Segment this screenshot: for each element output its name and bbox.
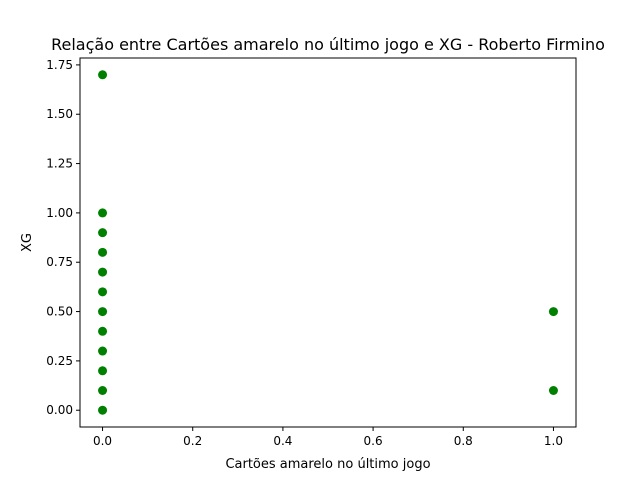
data-point (548, 307, 558, 317)
data-point (98, 346, 108, 356)
data-point (98, 267, 108, 277)
y-tick-label: 1.25 (46, 157, 73, 171)
y-tick-label: 1.75 (46, 58, 73, 72)
y-tick-label: 0.25 (46, 354, 73, 368)
data-point (98, 385, 108, 395)
data-point (548, 385, 558, 395)
data-point (98, 326, 108, 336)
x-axis-label: Cartões amarelo no último jogo (225, 457, 430, 472)
y-tick-label: 0.00 (46, 403, 73, 417)
y-axis: 0.00 0.25 0.50 0.75 1.00 1.25 1.50 1.75 (46, 58, 80, 417)
plot-area (98, 70, 558, 415)
x-tick-label: 0.6 (364, 434, 383, 448)
data-point (98, 405, 108, 415)
y-axis-label: XG (20, 233, 35, 252)
x-tick-label: 1.0 (544, 434, 563, 448)
x-tick-label: 0.8 (454, 434, 473, 448)
data-point (98, 228, 108, 238)
data-point (98, 208, 108, 218)
y-tick-label: 0.50 (46, 305, 73, 319)
y-tick-label: 1.00 (46, 206, 73, 220)
x-tick-label: 0.0 (93, 434, 112, 448)
data-point (98, 70, 108, 80)
y-tick-label: 1.50 (46, 107, 73, 121)
plot-frame (79, 57, 577, 428)
data-point (98, 307, 108, 317)
y-tick-label: 0.75 (46, 255, 73, 269)
data-point (98, 366, 108, 376)
x-tick-label: 0.4 (273, 434, 292, 448)
data-point (98, 287, 108, 297)
chart-title: Relação entre Cartões amarelo no último … (51, 35, 605, 54)
x-axis: 0.0 0.2 0.4 0.6 0.8 1.0 (93, 427, 563, 448)
x-tick-label: 0.2 (183, 434, 202, 448)
data-point (98, 247, 108, 257)
